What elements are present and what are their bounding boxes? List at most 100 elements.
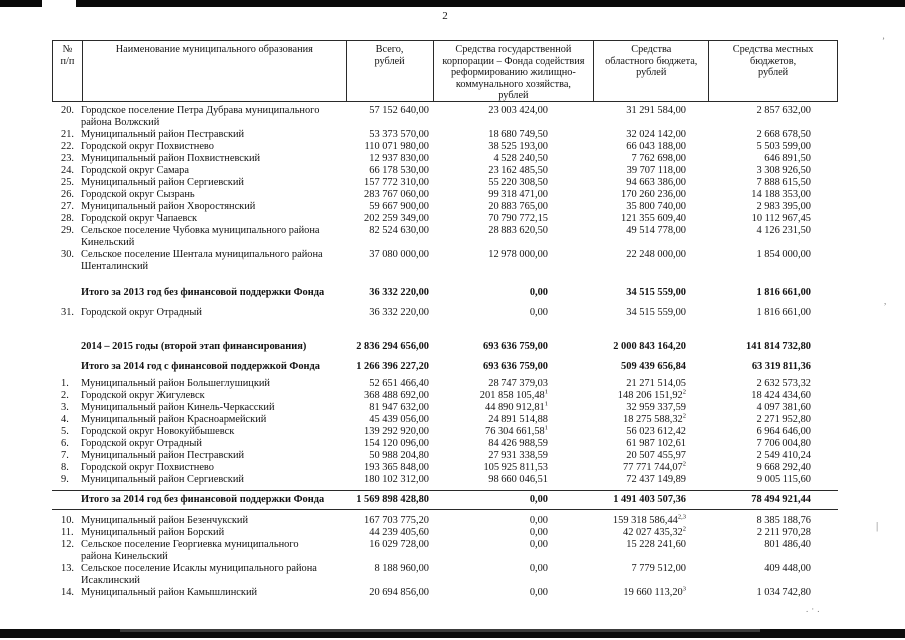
fund-corporation-cell: 38 525 193,00 <box>488 141 548 152</box>
footnote-marker: 2 <box>682 388 686 396</box>
total-rubles-cell: 12 937 830,00 <box>369 153 429 164</box>
footnote-marker: 2,3 <box>677 513 686 521</box>
table-row: 2. Городской округ Жигулевск 368 488 692,0… <box>52 388 838 402</box>
total-rubles-cell: 44 239 405,60 <box>369 527 429 538</box>
total-rubles-cell: 202 259 349,00 <box>364 213 429 224</box>
total-rubles-cell: 193 365 848,00 <box>364 462 429 473</box>
regional-budget-cell: 32 024 142,00 <box>626 129 686 140</box>
regional-budget-cell: 22 248 000,00 <box>626 249 686 260</box>
header-cell-local-budgets: Средства местных бюджетов, рублей <box>708 41 837 101</box>
scan-artifact: | <box>876 520 879 532</box>
total-rubles-cell: 110 071 980,00 <box>364 141 429 152</box>
table-header: № п/п Наименование муниципального образо… <box>52 40 838 102</box>
municipality-name-cell: Городской округ Похвистнево <box>81 462 214 473</box>
fund-corporation-cell: 76 304 661,581 <box>485 424 548 437</box>
local-budget-cell: 3 308 926,50 <box>756 165 811 176</box>
regional-budget-cell: 56 023 612,42 <box>626 426 686 437</box>
regional-budget-cell: 39 707 118,00 <box>626 165 686 176</box>
municipality-name-cell: Муниципальный район Сергиевский <box>81 474 244 485</box>
table-row: 29. Сельское поселение Чубовка муниципаль… <box>52 225 838 249</box>
row-number-cell: 14. <box>61 587 74 598</box>
municipality-name-cell: 2014 – 2015 годы (второй этап финансиров… <box>81 341 307 352</box>
fund-corporation-cell: 105 925 811,53 <box>483 462 548 473</box>
regional-budget-cell: 72 437 149,89 <box>626 474 686 485</box>
municipality-name-cell: Сельское поселение Шентала муниципальног… <box>81 249 323 272</box>
table-row: 14. Муниципальный район Камышлинский 20 69… <box>52 585 838 599</box>
regional-budget-cell: 61 987 102,61 <box>626 438 686 449</box>
total-rubles-cell: 53 373 570,00 <box>369 129 429 140</box>
table-row: 5. Городской округ Новокуйбышевск 139 292 … <box>52 424 838 438</box>
table-row: 13. Сельское поселение Исаклы муниципальн… <box>52 563 838 587</box>
footnote-marker: 1 <box>544 388 548 396</box>
municipality-name-cell: Городской округ Отрадный <box>81 307 202 318</box>
total-rubles-cell: 36 332 220,00 <box>369 287 429 298</box>
fund-corporation-cell: 0,00 <box>529 563 548 574</box>
table-row: 8. Городской округ Похвистнево 193 365 848… <box>52 461 838 474</box>
fund-corporation-cell: 24 891 514,88 <box>488 414 548 425</box>
municipality-name-cell: Муниципальный район Похвистневский <box>81 153 261 164</box>
table-row: 30. Сельское поселение Шентала муниципаль… <box>52 249 838 273</box>
local-budget-cell: 801 486,40 <box>764 539 811 550</box>
row-number-cell: 12. <box>61 539 74 550</box>
municipality-name-cell: Городской округ Отрадный <box>81 438 202 449</box>
total-rubles-cell: 37 080 000,00 <box>369 249 429 260</box>
fund-corporation-cell: 70 790 772,15 <box>488 213 548 224</box>
municipality-name-cell: Городской округ Сызрань <box>81 189 195 200</box>
local-budget-cell: 9 668 292,40 <box>756 462 811 473</box>
regional-budget-cell: 15 228 241,60 <box>626 539 686 550</box>
municipality-name-cell: Итого за 2014 год без финансовой поддерж… <box>81 494 325 505</box>
table-row: 7. Муниципальный район Пестравский 50 988 … <box>52 450 838 462</box>
row-number-cell: 8. <box>61 462 69 473</box>
regional-budget-cell: 7 779 512,00 <box>631 563 686 574</box>
regional-budget-cell: 20 507 455,97 <box>626 450 686 461</box>
row-number-cell: 28. <box>61 213 74 224</box>
table-row: 25. Муниципальный район Сергиевский 157 77… <box>52 177 838 189</box>
local-budget-cell: 18 424 434,60 <box>751 390 811 401</box>
row-number-cell: 3. <box>61 402 69 413</box>
municipality-name-cell: Муниципальный район Пестравский <box>81 129 245 140</box>
table-row: 24. Городской округ Самара 66 178 530,00 23… <box>52 165 838 177</box>
municipality-name-cell: Муниципальный район Красноармейский <box>81 414 267 425</box>
regional-budget-cell: 18 275 588,322 <box>623 412 686 425</box>
fund-corporation-cell: 28 747 379,03 <box>488 378 548 389</box>
total-rubles-cell: 283 767 060,00 <box>364 189 429 200</box>
regional-budget-cell: 121 355 609,40 <box>621 213 686 224</box>
funding-table: № п/п Наименование муниципального образо… <box>52 40 838 599</box>
local-budget-cell: 63 319 811,36 <box>751 361 811 372</box>
row-number-cell: 10. <box>61 515 74 526</box>
table-summary-row: Итого за 2013 год без финансовой поддерж… <box>52 287 838 299</box>
row-number-cell <box>52 287 81 299</box>
fund-corporation-cell: 99 318 471,00 <box>488 189 548 200</box>
fund-corporation-cell: 20 883 765,00 <box>488 201 548 212</box>
fund-corporation-cell: 0,00 <box>529 494 548 505</box>
fund-corporation-cell: 693 636 759,00 <box>483 361 548 372</box>
fund-corporation-cell: 12 978 000,00 <box>488 249 548 260</box>
footnote-marker: 1 <box>544 400 548 408</box>
municipality-name-cell: Муниципальный район Борский <box>81 527 225 538</box>
municipality-name-cell: Муниципальный район Камышлинский <box>81 587 258 598</box>
total-rubles-cell: 180 102 312,00 <box>364 474 429 485</box>
row-number-cell: 13. <box>61 563 74 574</box>
table-row: 4. Муниципальный район Красноармейский 45 … <box>52 412 838 426</box>
municipality-name-cell: Муниципальный район Большеглушицкий <box>81 378 270 389</box>
scan-artifact: ’ <box>882 36 885 46</box>
footnote-marker: 2 <box>682 525 686 533</box>
total-rubles-cell: 157 772 310,00 <box>364 177 429 188</box>
table-row: 31. Городской округ Отрадный 36 332 220,00… <box>52 307 838 319</box>
fund-corporation-cell: 0,00 <box>529 587 548 598</box>
row-number-cell: 6. <box>61 438 69 449</box>
local-budget-cell: 8 385 188,76 <box>756 515 811 526</box>
local-budget-cell: 78 494 921,44 <box>751 494 811 505</box>
fund-corporation-cell: 201 858 105,481 <box>479 388 548 401</box>
total-rubles-cell: 52 651 466,40 <box>369 378 429 389</box>
fund-corporation-cell: 55 220 308,50 <box>488 177 548 188</box>
regional-budget-cell: 19 660 113,203 <box>623 585 686 598</box>
header-cell-row-number: № п/п <box>60 44 75 67</box>
local-budget-cell: 1 816 661,00 <box>756 287 811 298</box>
total-rubles-cell: 1 569 898 428,80 <box>356 494 429 505</box>
total-rubles-cell: 167 703 775,20 <box>364 515 429 526</box>
total-rubles-cell: 2 836 294 656,00 <box>356 341 429 352</box>
local-budget-cell: 4 126 231,50 <box>756 225 811 236</box>
regional-budget-cell: 2 000 843 164,20 <box>613 341 686 352</box>
fund-corporation-cell: 0,00 <box>529 539 548 550</box>
